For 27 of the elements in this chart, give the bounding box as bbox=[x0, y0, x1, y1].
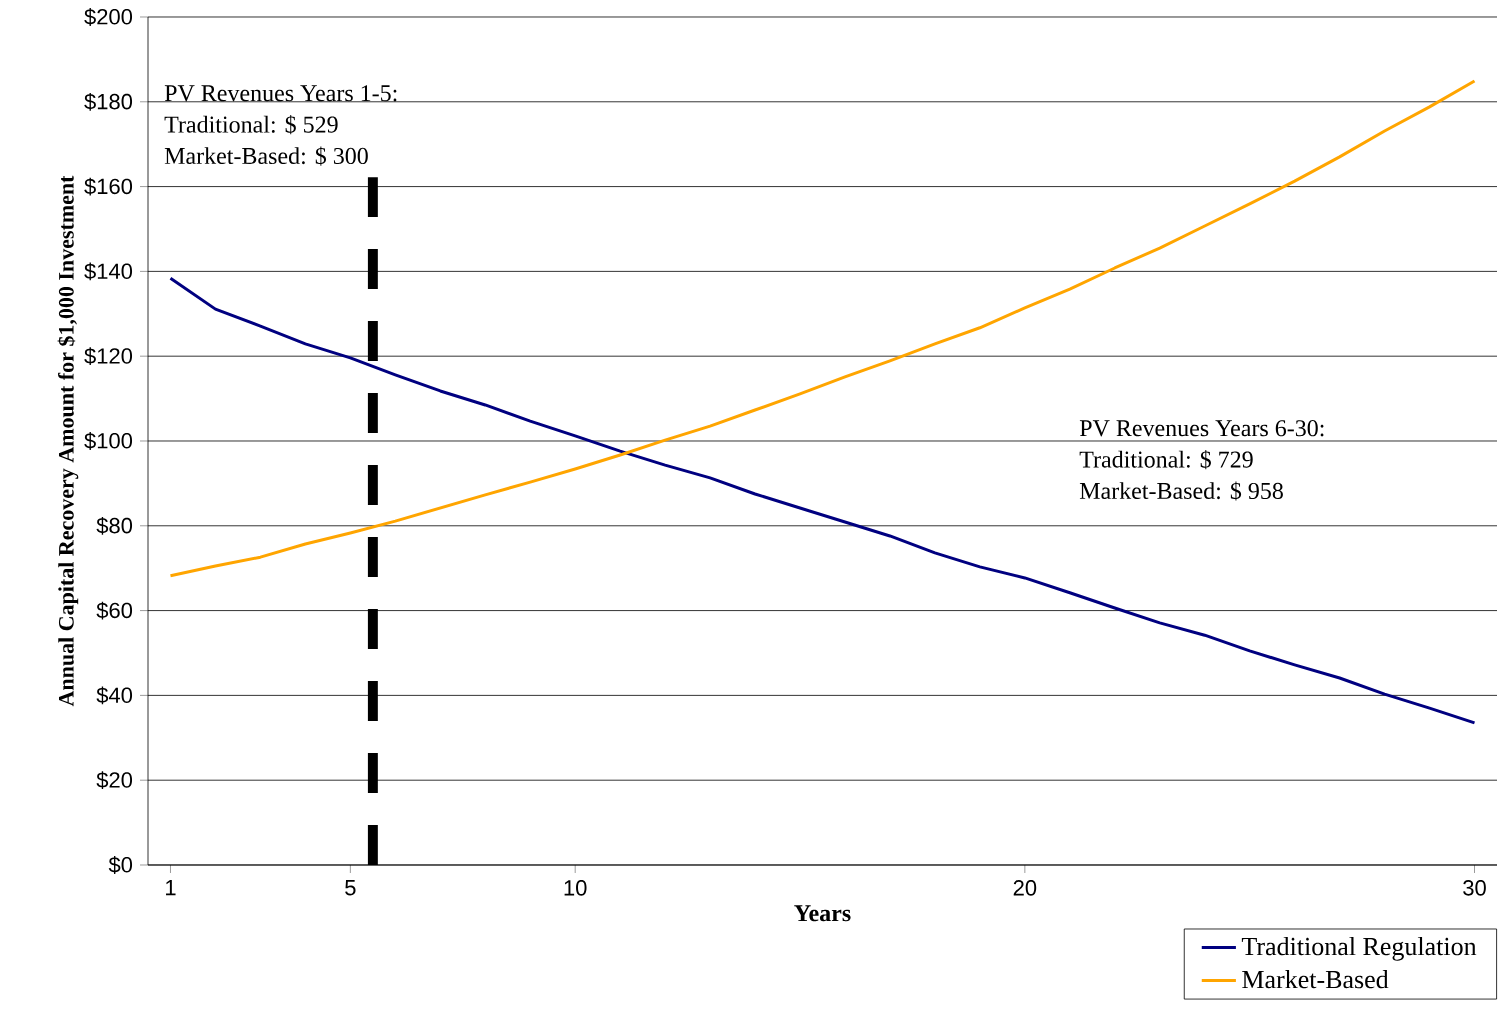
annotation: PV Revenues Years 6-30: bbox=[1079, 420, 1324, 437]
y-tick-label: $0 bbox=[108, 856, 133, 874]
y-tick-label: $180 bbox=[84, 92, 133, 111]
y-tick-label: $140 bbox=[84, 262, 133, 281]
x-tick-label: 10 bbox=[564, 880, 587, 896]
legend-label: Traditional Regulation bbox=[1241, 936, 1477, 961]
y-tick-label: $200 bbox=[84, 8, 133, 26]
annotation: PV Revenues Years 1-5: bbox=[164, 85, 397, 102]
line-series bbox=[168, 276, 1477, 725]
y-axis-title: Annual Capital Recovery Amount for $1,000 Investment bbox=[57, 175, 79, 707]
y-tick-label: $120 bbox=[84, 347, 133, 366]
y-tick-label: $40 bbox=[96, 686, 133, 705]
x-tick-label: 20 bbox=[1013, 880, 1037, 896]
y-tick-label: $100 bbox=[84, 432, 133, 450]
x-tick-label: 5 bbox=[345, 880, 356, 896]
annotation: Traditional: $ 729 bbox=[1079, 450, 1253, 470]
legend-label: Market-Based bbox=[1242, 970, 1389, 989]
annotation: Market-Based: $ 958 bbox=[1079, 481, 1283, 501]
y-tick-label: $80 bbox=[96, 516, 133, 535]
annotation: Market-Based: $ 300 bbox=[164, 146, 368, 166]
annotation: Traditional: $ 529 bbox=[164, 115, 338, 135]
y-tick-label: $160 bbox=[84, 177, 133, 196]
x-tick-label: 1 bbox=[166, 880, 176, 896]
y-tick-label: $60 bbox=[96, 601, 133, 620]
y-tick-label: $20 bbox=[96, 771, 133, 790]
x-tick-label: 30 bbox=[1463, 880, 1486, 896]
x-axis-title: Years bbox=[794, 905, 851, 922]
